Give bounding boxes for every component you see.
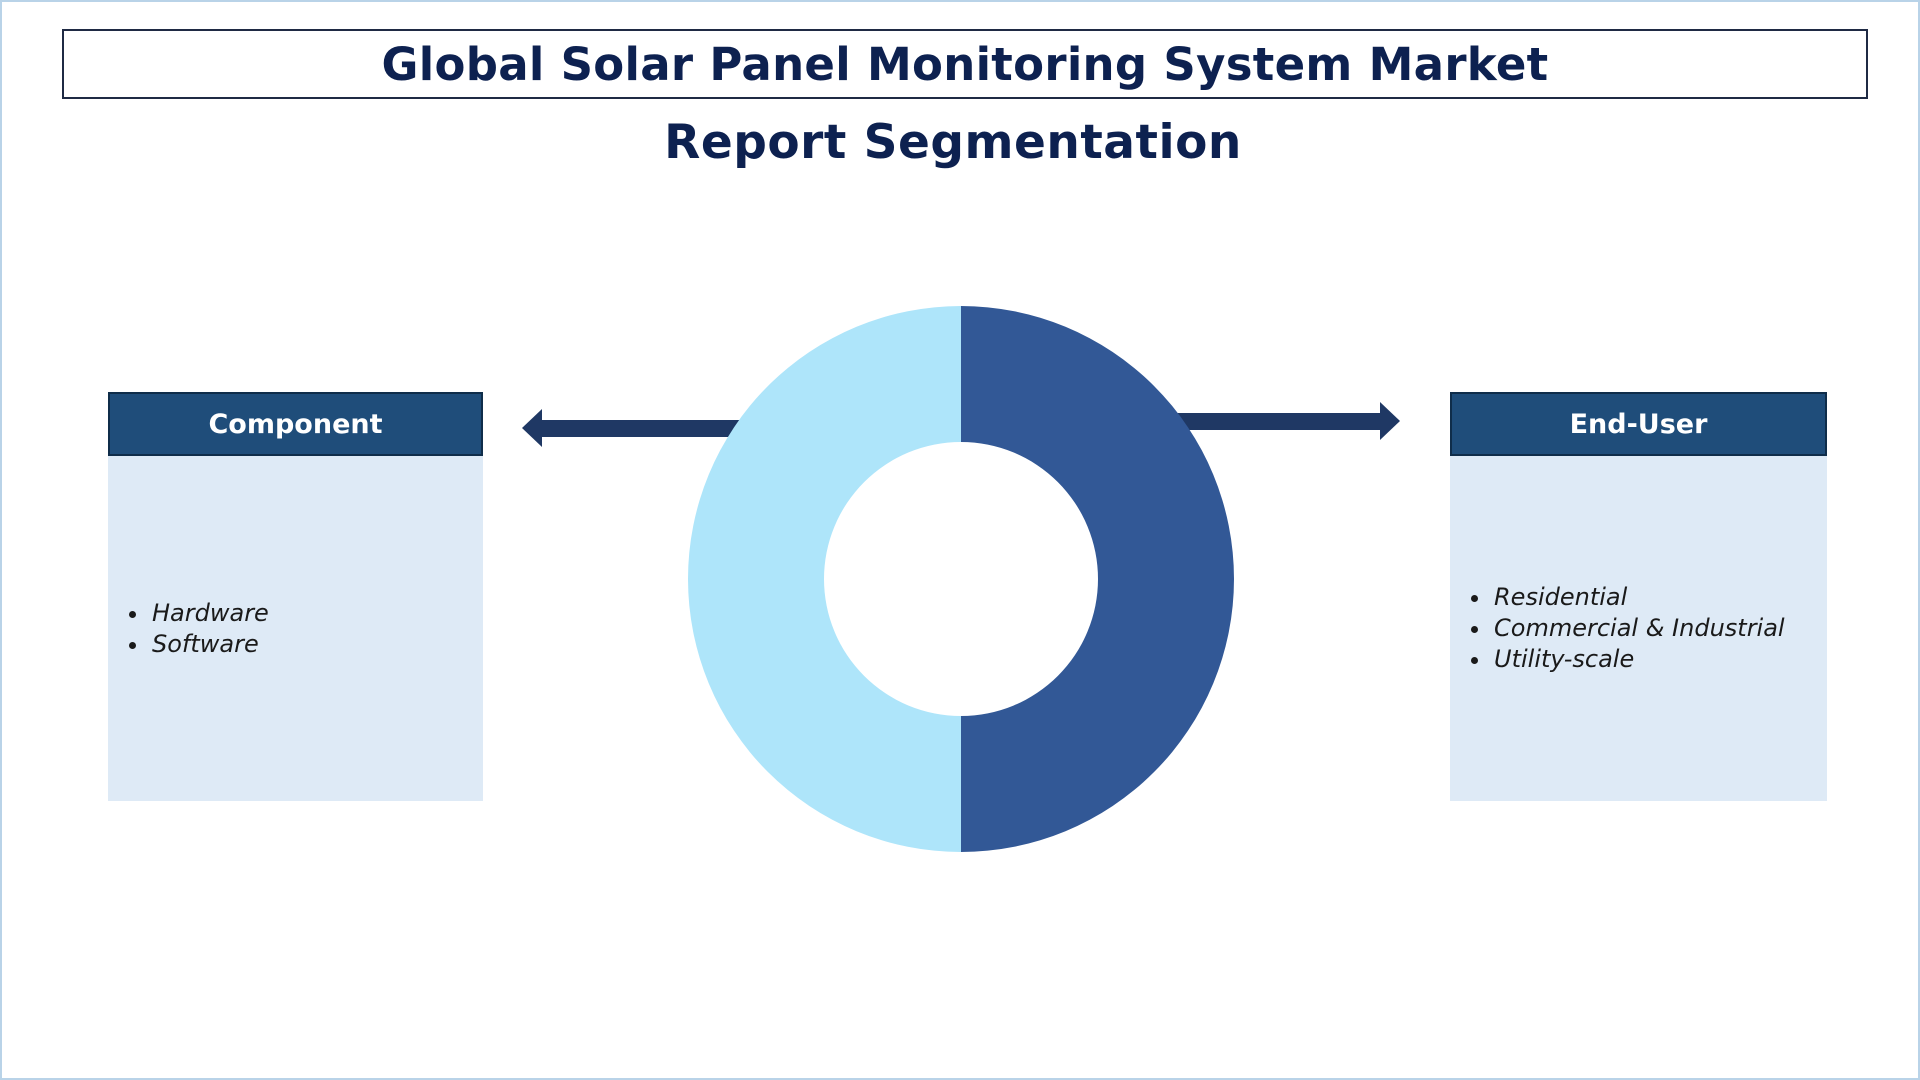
end-user-panel: End-User Residential Commercial & Indust… (1450, 392, 1827, 801)
left-arrow (522, 409, 741, 447)
end-user-header: End-User (1450, 392, 1827, 456)
list-item: Hardware (150, 598, 483, 629)
component-list: Hardware Software (108, 598, 483, 660)
title-box: Global Solar Panel Monitoring System Mar… (62, 29, 1868, 99)
donut-left-half (688, 306, 961, 852)
component-header: Component (108, 392, 483, 456)
end-user-body: Residential Commercial & Industrial Util… (1450, 456, 1827, 801)
right-arrow (1170, 402, 1400, 440)
end-user-list: Residential Commercial & Industrial Util… (1450, 582, 1827, 675)
list-item: Utility-scale (1492, 644, 1827, 675)
component-panel: Component Hardware Software (108, 392, 483, 801)
component-body: Hardware Software (108, 456, 483, 801)
page-subtitle: Report Segmentation (664, 115, 1242, 170)
page-title: Global Solar Panel Monitoring System Mar… (381, 37, 1549, 91)
donut-right-half (961, 306, 1234, 852)
list-item: Commercial & Industrial (1492, 613, 1827, 644)
donut-ring (688, 306, 1234, 852)
list-item: Residential (1492, 582, 1827, 613)
list-item: Software (150, 629, 483, 660)
